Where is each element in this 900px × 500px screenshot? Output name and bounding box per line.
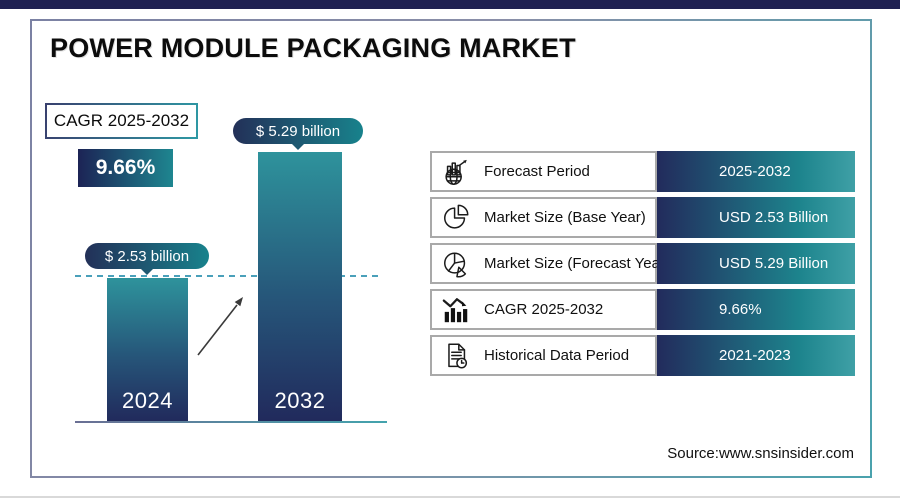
row-label-cell: Market Size (Forecast Year)	[430, 243, 670, 284]
row-label: CAGR 2025-2032	[484, 301, 604, 318]
row-value-cell: 2021-2023	[657, 335, 855, 376]
row-label: Forecast Period	[484, 163, 590, 180]
row-label-cell: Market Size (Base Year)	[430, 197, 657, 238]
cagr-label: CAGR 2025-2032	[53, 111, 190, 130]
row-label: Market Size (Base Year)	[484, 209, 646, 226]
row-value: 2025-2032	[719, 163, 791, 180]
row-value: USD 2.53 Billion	[719, 209, 829, 226]
x-axis-line	[75, 421, 387, 423]
globe-growth-icon	[440, 156, 472, 188]
x-tick-2032: 2032	[274, 388, 326, 413]
bar-value-callout-2024: $ 2.53 billion	[85, 243, 209, 269]
bottom-divider	[0, 496, 900, 498]
top-accent-bar	[0, 0, 900, 9]
x-tick-2024: 2024	[122, 388, 173, 413]
row-label-cell: Historical Data Period	[430, 335, 657, 376]
content-frame: POWER MODULE PACKAGING MARKET CAGR 2025-…	[30, 19, 872, 478]
page-title: POWER MODULE PACKAGING MARKET	[50, 33, 576, 63]
growth-arrow-icon	[197, 297, 243, 356]
bar-chart-trend-icon	[440, 294, 472, 326]
table-row: CAGR 2025-2032 9.66%	[430, 289, 855, 330]
pie-chart-icon	[440, 248, 472, 280]
table-row: Forecast Period 2025-2032	[430, 151, 855, 192]
table-row: Market Size (Base Year) USD 2.53 Billion	[430, 197, 855, 238]
row-value-cell: USD 2.53 Billion	[657, 197, 855, 238]
document-clock-icon	[440, 340, 472, 372]
row-value-cell: USD 5.29 Billion	[657, 243, 855, 284]
row-value-cell: 9.66%	[657, 289, 855, 330]
row-label: Market Size (Forecast Year)	[484, 255, 670, 272]
row-value: 2021-2023	[719, 347, 791, 364]
stats-table: Forecast Period 2025-2032 Market Size (B…	[430, 151, 855, 376]
cagr-value-badge: 9.66%	[78, 149, 173, 187]
reference-dashed-line	[75, 275, 380, 277]
callout-text-2024: $ 2.53 billion	[104, 247, 190, 265]
cagr-label-box: CAGR 2025-2032	[45, 103, 198, 139]
row-value: 9.66%	[719, 301, 762, 318]
cagr-value: 9.66%	[95, 156, 156, 179]
source-text: Source:www.snsinsider.com	[667, 445, 854, 462]
row-value-cell: 2025-2032	[657, 151, 855, 192]
row-label-cell: Forecast Period	[430, 151, 657, 192]
callout-text-2032: $ 5.29 billion	[255, 122, 341, 140]
row-label: Historical Data Period	[484, 347, 630, 364]
bar-value-callout-2032: $ 5.29 billion	[233, 118, 363, 144]
bar-2024: 2024	[107, 278, 188, 421]
bar-2032: 2032	[258, 152, 342, 421]
table-row: Market Size (Forecast Year) USD 5.29 Bil…	[430, 243, 855, 284]
row-label-cell: CAGR 2025-2032	[430, 289, 657, 330]
pie-chart-icon	[440, 202, 472, 234]
table-row: Historical Data Period 2021-2023	[430, 335, 855, 376]
row-value: USD 5.29 Billion	[719, 255, 829, 272]
